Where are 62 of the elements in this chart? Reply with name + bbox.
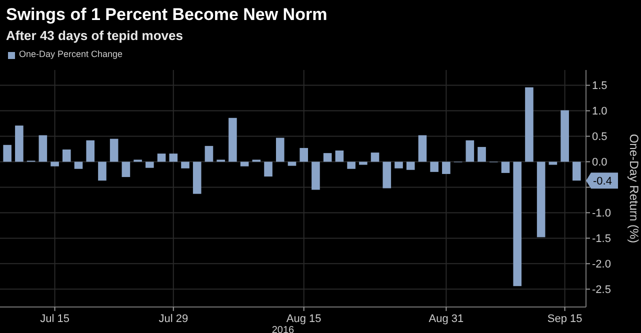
bar xyxy=(572,162,581,181)
bar xyxy=(204,146,214,162)
bar xyxy=(157,154,166,162)
bar xyxy=(536,162,546,238)
bar xyxy=(442,162,450,174)
y-tick-label: 1.0 xyxy=(592,106,608,118)
y-tick-label: 0.0 xyxy=(592,156,608,169)
bar xyxy=(394,162,403,168)
bar xyxy=(146,162,154,168)
bar xyxy=(478,146,486,162)
bar xyxy=(382,162,392,188)
bar xyxy=(418,135,427,162)
x-axis-title: 2016 xyxy=(272,325,295,333)
bar xyxy=(228,118,237,162)
bar xyxy=(86,140,95,162)
bar xyxy=(38,135,48,162)
bar xyxy=(110,138,118,162)
bar xyxy=(276,138,284,162)
y-tick-label: 1.5 xyxy=(592,80,608,92)
x-tick-label: Sep 15 xyxy=(547,313,582,325)
bar xyxy=(122,162,130,178)
y-tick-label: -2.0 xyxy=(592,258,611,271)
bar xyxy=(466,140,474,162)
bar xyxy=(300,148,308,162)
bar xyxy=(169,154,178,162)
x-tick-label: Aug 15 xyxy=(286,313,322,325)
y-tick-label: -2.5 xyxy=(592,284,611,296)
bar xyxy=(347,162,356,169)
chart-subtitle: After 43 days of tepid moves xyxy=(6,28,183,43)
text: -0.4 xyxy=(593,175,612,188)
y-axis-title: One-Day Return (%) xyxy=(627,134,641,244)
bar xyxy=(192,162,202,194)
bar xyxy=(406,162,415,170)
bar xyxy=(513,162,522,286)
bar xyxy=(525,87,534,162)
y-tick-label: 0.5 xyxy=(592,131,608,144)
bar xyxy=(240,162,249,166)
bar xyxy=(335,150,344,162)
bar xyxy=(3,144,12,162)
chart-title: Swings of 1 Percent Become New Norm xyxy=(6,5,328,24)
bar xyxy=(74,162,83,169)
legend-label: One-Day Percent Change xyxy=(19,48,123,59)
bar xyxy=(62,150,71,162)
y-tick-label: -1.0 xyxy=(592,208,611,220)
bar xyxy=(359,162,368,165)
bar xyxy=(430,162,438,172)
bar xyxy=(98,162,106,181)
bar xyxy=(15,126,24,162)
x-tick-label: Jul 29 xyxy=(158,313,188,325)
y-tick-label: -1.5 xyxy=(592,233,611,246)
bar xyxy=(323,153,332,162)
x-tick-label: Aug 31 xyxy=(428,313,464,325)
bar xyxy=(288,162,296,166)
bar xyxy=(560,110,569,162)
bar xyxy=(264,162,272,177)
bar xyxy=(370,152,380,162)
bar xyxy=(312,162,320,190)
bar xyxy=(181,162,190,168)
bar xyxy=(501,162,510,173)
x-tick-label: Jul 15 xyxy=(40,313,70,325)
bar xyxy=(548,162,558,165)
bar xyxy=(50,162,59,166)
